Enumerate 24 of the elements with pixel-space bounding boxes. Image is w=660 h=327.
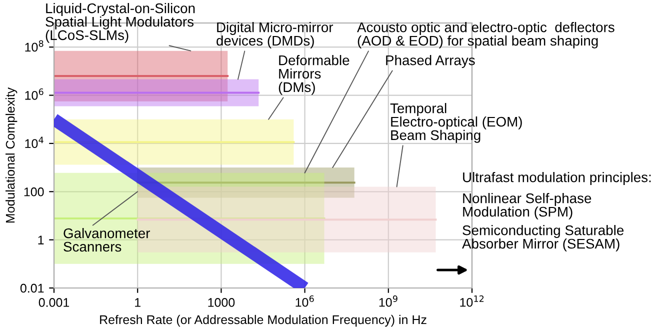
annotation: Galvanometer Scanners <box>64 228 150 252</box>
annotation: Deformable Mirrors (DMs) <box>278 55 350 95</box>
annotation: Phased Arrays <box>386 55 475 68</box>
annotation: Temporal Electro-optical (EOM) Beam Shaping <box>390 103 522 143</box>
x-tick-label: 1 <box>135 298 140 307</box>
y-tick-label: 10$^{6}$ <box>25 88 44 100</box>
annotation: Ultrafast modulation principles: <box>463 172 651 185</box>
y-tick-label: 1 <box>38 236 44 244</box>
annotation: Acousto optic and electro-optic deflectors (AOD & EOD) for spatial beam shaping <box>357 22 614 48</box>
annotation: Digital Micro-mirror devices (DMDs) <box>216 22 334 48</box>
x-tick-label: 0.001 <box>38 298 70 307</box>
x-tick-label: 1000 <box>208 298 235 307</box>
x-axis-title: Refresh Rate (or Addressable Modulation Frequency) in Hz <box>100 314 426 327</box>
y-tick-label: 0.01 <box>20 284 44 293</box>
annotation: Semiconducting Saturable Absorber Mirror (SESAM) <box>462 225 624 252</box>
x-tick-label: 10$^{12}$ <box>460 295 484 307</box>
annotation: Nonlinear Self-phase Modulation (SPM) <box>463 193 592 220</box>
y-tick-label: 100 <box>24 187 44 196</box>
x-tick-label: 10$^{9}$ <box>379 295 398 307</box>
x-tick-label: 10$^{6}$ <box>296 295 314 307</box>
y-axis-title: Modulational Complexity <box>6 87 18 223</box>
y-tick-label: 10$^{8}$ <box>25 40 44 52</box>
y-tick-label: 10$^{4}$ <box>25 136 44 148</box>
annotation: Liquid-Crystal-on-Silicon Spatial Light Modulators (LCoS-SLMs) <box>46 3 195 43</box>
